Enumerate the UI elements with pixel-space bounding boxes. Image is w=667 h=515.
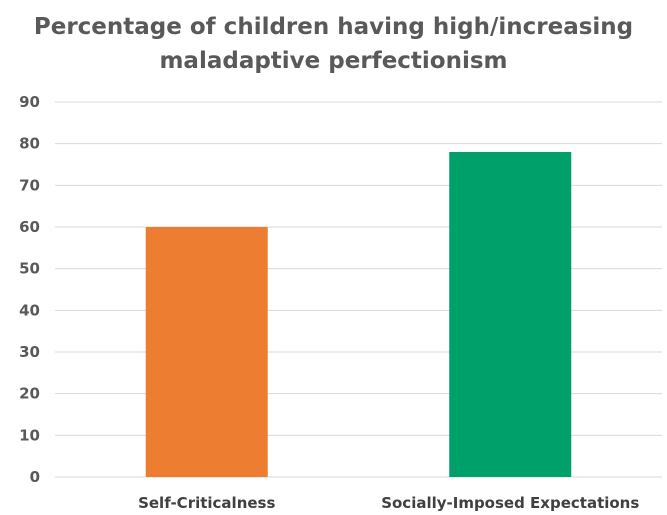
- x-category-label: Self-Criticalness: [138, 494, 275, 512]
- bar-socially-imposed-expectations: [449, 152, 572, 477]
- y-tick-label: 40: [19, 301, 40, 319]
- y-axis-ticks: 0 10 20 30 40 50 60 70 80 90: [19, 93, 40, 486]
- y-tick-label: 70: [19, 176, 40, 194]
- x-axis-labels: Self-Criticalness Socially-Imposed Expect…: [138, 494, 639, 512]
- y-tick-label: 30: [19, 343, 40, 361]
- bar-self-criticalness: [145, 227, 268, 477]
- y-tick-label: 50: [19, 260, 40, 278]
- y-tick-label: 20: [19, 385, 40, 403]
- y-tick-label: 10: [19, 426, 40, 444]
- chart-title-line-2: maladaptive perfectionism: [159, 48, 508, 74]
- y-tick-label: 60: [19, 218, 40, 236]
- y-tick-label: 80: [19, 135, 40, 153]
- chart-title: Percentage of children having high/incre…: [0, 10, 667, 78]
- chart-title-line-1: Percentage of children having high/incre…: [33, 14, 634, 40]
- bars: [145, 152, 572, 477]
- y-tick-label: 0: [30, 468, 40, 486]
- x-category-label: Socially-Imposed Expectations: [381, 494, 639, 512]
- y-tick-label: 90: [19, 93, 40, 111]
